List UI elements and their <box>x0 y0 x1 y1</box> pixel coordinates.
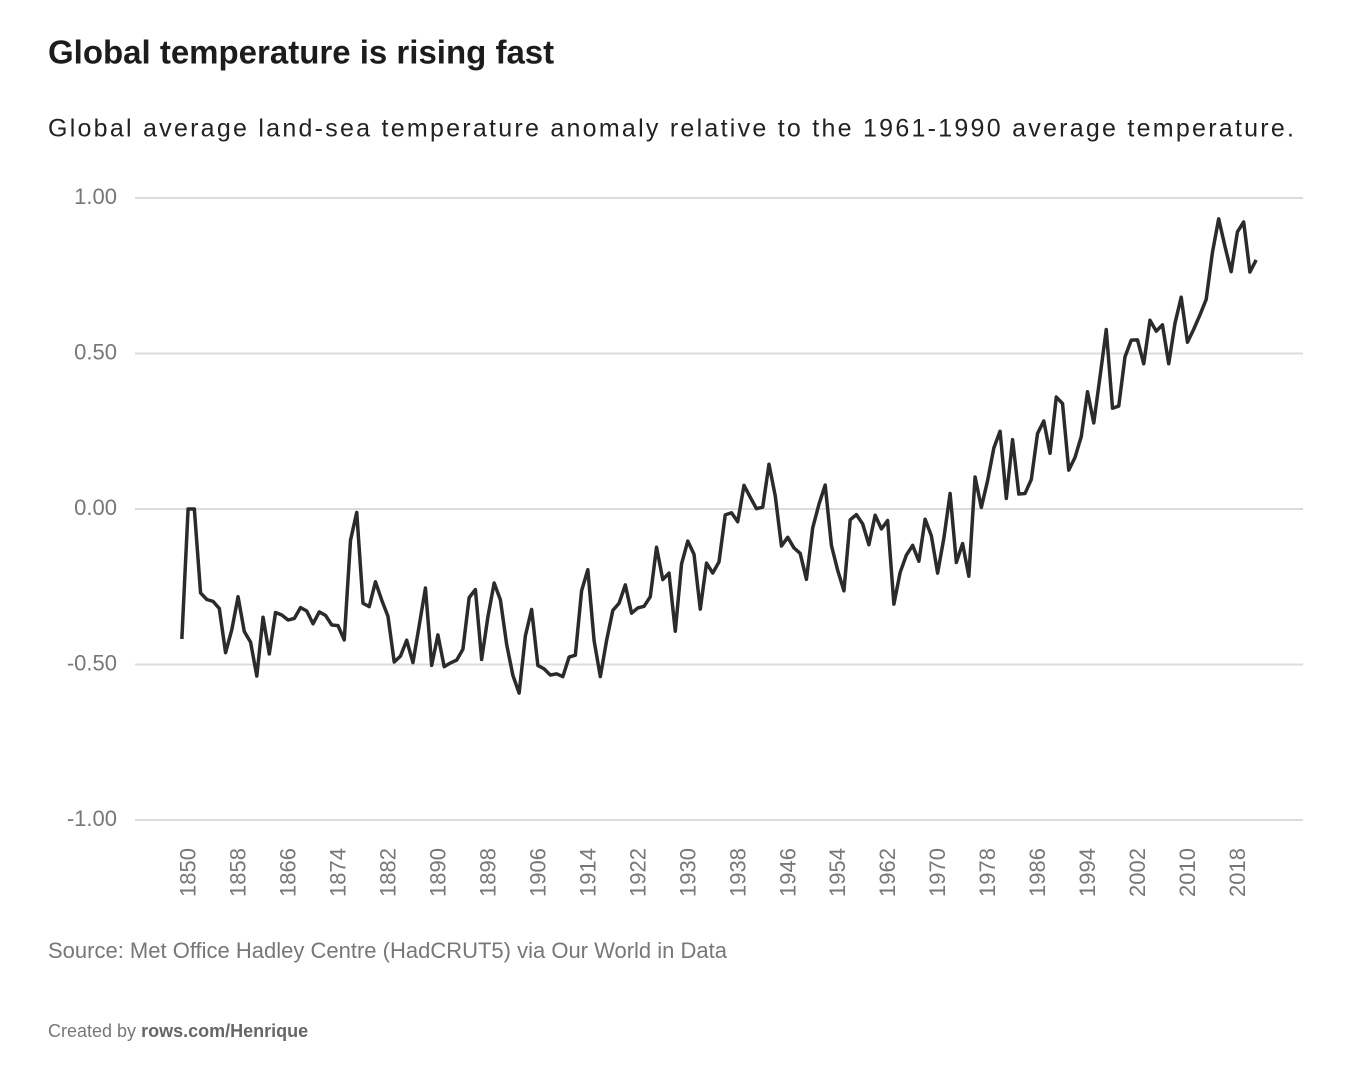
chart-title: Global temperature is rising fast <box>48 34 554 71</box>
x-tick-label: 1914 <box>575 848 600 897</box>
x-tick-label: 1970 <box>925 848 950 897</box>
y-tick-label: 0.50 <box>74 339 117 364</box>
x-tick-label: 1922 <box>625 848 650 897</box>
x-tick-label: 1890 <box>425 848 450 897</box>
x-tick-label: 2018 <box>1225 848 1250 897</box>
y-tick-label: -1.00 <box>67 806 117 831</box>
x-tick-label: 1954 <box>825 848 850 897</box>
x-tick-label: 1882 <box>376 848 401 897</box>
source: Source: Met Office Hadley Centre (HadCRU… <box>48 938 728 963</box>
y-tick-label: 1.00 <box>74 184 117 209</box>
x-tick-label: 1946 <box>775 848 800 897</box>
x-tick-label: 1962 <box>875 848 900 897</box>
x-tick-label: 2010 <box>1175 848 1200 897</box>
credit: Created by rows.com/Henrique <box>48 1021 308 1041</box>
x-tick-label: 1874 <box>326 848 351 897</box>
y-tick-label: -0.50 <box>67 650 117 675</box>
x-tick-label: 1858 <box>226 848 251 897</box>
chart-subtitle: Global average land-sea temperature anom… <box>48 115 1294 143</box>
y-tick-label: 0.00 <box>74 495 117 520</box>
x-tick-label: 1994 <box>1075 848 1100 897</box>
x-tick-label: 1938 <box>725 848 750 897</box>
x-tick-label: 1906 <box>525 848 550 897</box>
x-tick-label: 1866 <box>276 848 301 897</box>
x-tick-label: 2002 <box>1125 848 1150 897</box>
credit-link[interactable]: rows.com/Henrique <box>141 1021 308 1041</box>
temperature-line <box>180 217 1258 695</box>
credit-prefix: Created by <box>48 1021 136 1041</box>
x-tick-label: 1978 <box>975 848 1000 897</box>
x-tick-label: 1898 <box>475 848 500 897</box>
x-tick-label: 1986 <box>1025 848 1050 897</box>
x-tick-label: 1930 <box>675 848 700 897</box>
x-tick-label: 1850 <box>176 848 201 897</box>
